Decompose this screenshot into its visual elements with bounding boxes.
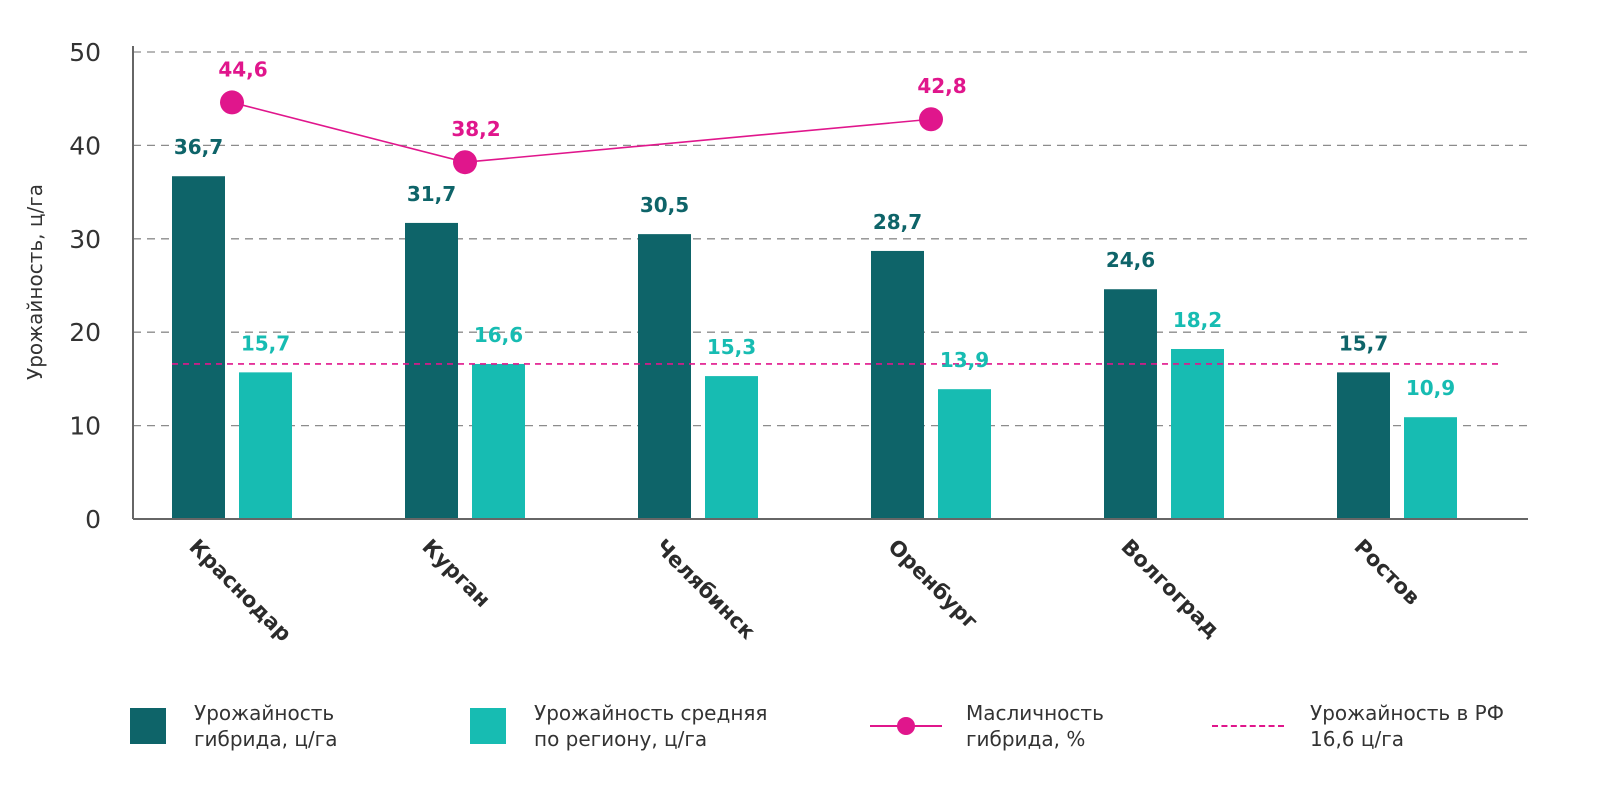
legend-swatch-rf-yield (1212, 713, 1284, 739)
y-tick-label: 50 (69, 38, 101, 67)
gridlines (133, 51, 1528, 427)
legend-label: Масличность (966, 701, 1104, 725)
bar-regional-yield (1171, 349, 1224, 519)
bar-hybrid-yield (405, 222, 458, 519)
legend-label: 16,6 ц/га (1310, 727, 1405, 751)
data-label-hybrid-yield: 15,7 (1339, 331, 1388, 355)
legend-item-oil-content: Масличность гибрида, % (870, 700, 1104, 752)
data-label-regional-yield: 10,9 (1406, 376, 1455, 400)
y-axis-label: Урожайность, ц/га (23, 184, 47, 380)
y-tick-label: 0 (85, 505, 101, 534)
x-category-label: Краснодар (184, 535, 296, 647)
x-category-label: Оренбург (883, 535, 982, 634)
yield-chart: 36,7 15,7 31,7 16,6 30,5 15,3 28,7 13,9 24,6 18,2… (23, 38, 1528, 647)
bar-regional-yield (938, 389, 991, 519)
data-label-hybrid-yield: 28,7 (873, 210, 922, 234)
data-label-regional-yield: 18,2 (1173, 308, 1222, 332)
data-label-regional-yield: 15,7 (241, 331, 290, 355)
bar-hybrid-yield (172, 176, 225, 520)
x-category-label: Курган (417, 535, 494, 612)
data-label-hybrid-yield: 24,6 (1106, 248, 1155, 272)
y-tick-label: 30 (69, 225, 101, 254)
legend-swatch-hybrid-yield (130, 708, 166, 744)
y-tick-label: 10 (69, 412, 101, 441)
legend-item-rf-yield: Урожайность в РФ 16,6 ц/га (1212, 700, 1504, 752)
legend-label: Урожайность в РФ (1310, 701, 1504, 725)
bar-hybrid-yield (1337, 372, 1390, 519)
legend-swatch-oil-content (870, 713, 942, 739)
y-tick-label: 20 (69, 318, 101, 347)
data-label-hybrid-yield: 31,7 (407, 182, 456, 206)
data-label-hybrid-yield: 30,5 (640, 193, 689, 217)
oil-content-marker (919, 107, 943, 132)
x-category-label: Ростов (1349, 535, 1424, 610)
data-label-regional-yield: 16,6 (474, 323, 523, 347)
y-tick-label: 40 (69, 131, 101, 160)
bar-regional-yield (1404, 417, 1457, 519)
bar-hybrid-yield (638, 234, 691, 519)
bar-hybrid-yield (871, 250, 924, 519)
x-category-label: Челябинск (650, 535, 759, 644)
data-label-oil-content: 42,8 (917, 74, 966, 98)
x-category-label: Волгоград (1116, 535, 1224, 643)
legend-label: Урожайность средняя (534, 701, 768, 725)
legend-label: гибрида, ц/га (194, 727, 338, 751)
bars-layer (172, 176, 1457, 520)
data-label-hybrid-yield: 36,7 (174, 135, 223, 159)
legend-swatch-regional-yield (470, 708, 506, 744)
bar-regional-yield (705, 376, 758, 519)
oil-content-marker (220, 90, 244, 115)
legend-label: по региону, ц/га (534, 727, 708, 751)
legend-label: гибрида, % (966, 727, 1086, 751)
data-label-regional-yield: 13,9 (940, 348, 989, 372)
bar-regional-yield (239, 372, 292, 519)
bar-regional-yield (472, 363, 525, 519)
legend-item-hybrid-yield: Урожайность гибрида, ц/га (130, 700, 337, 752)
oil-content-line (231, 101, 932, 164)
data-label-regional-yield: 15,3 (707, 335, 756, 359)
data-label-oil-content: 38,2 (451, 117, 500, 141)
data-label-oil-content: 44,6 (218, 57, 267, 81)
bar-hybrid-yield (1104, 289, 1157, 519)
data-labels-layer: 36,7 15,7 31,7 16,6 30,5 15,3 28,7 13,9 24,6 18,2… (174, 57, 1455, 400)
legend: Урожайность гибрида, ц/га Урожайность ср… (0, 700, 1600, 770)
oil-content-marker (453, 150, 477, 175)
legend-item-regional-yield: Урожайность средняя по региону, ц/га (470, 700, 767, 752)
oil-content-line-layer (220, 90, 943, 175)
legend-label: Урожайность (194, 701, 335, 725)
